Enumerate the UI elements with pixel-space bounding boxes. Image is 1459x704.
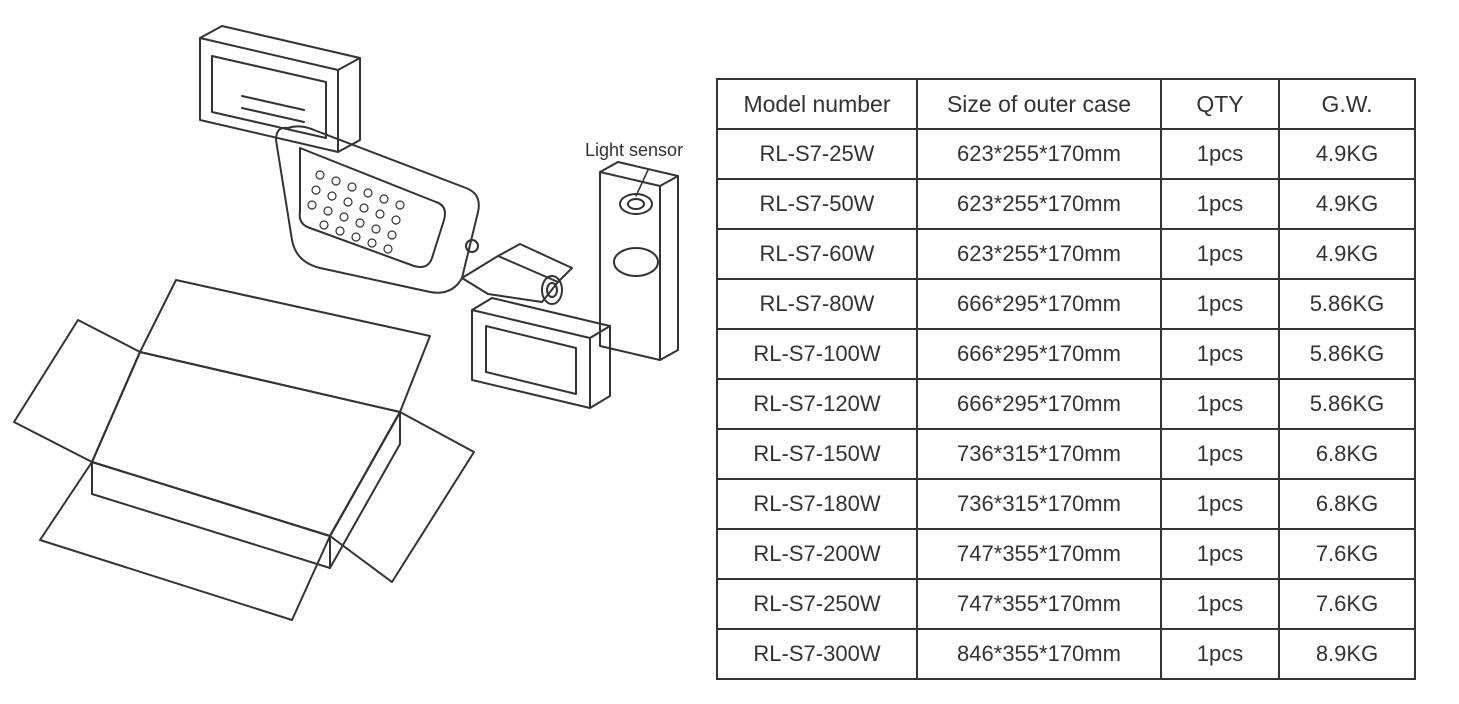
packaging-line-drawing — [0, 0, 715, 704]
cell-gw: 6.8KG — [1279, 429, 1415, 479]
col-header-model: Model number — [717, 79, 917, 129]
cell-qty: 1pcs — [1161, 529, 1279, 579]
table-row: RL-S7-100W 666*295*170mm 1pcs 5.86KG — [717, 329, 1415, 379]
cell-size: 747*355*170mm — [917, 529, 1161, 579]
cell-size: 666*295*170mm — [917, 329, 1161, 379]
cell-gw: 5.86KG — [1279, 279, 1415, 329]
cell-qty: 1pcs — [1161, 279, 1279, 329]
table-row: RL-S7-300W 846*355*170mm 1pcs 8.9KG — [717, 629, 1415, 679]
table-row: RL-S7-120W 666*295*170mm 1pcs 5.86KG — [717, 379, 1415, 429]
cell-size: 623*255*170mm — [917, 179, 1161, 229]
cell-gw: 5.86KG — [1279, 379, 1415, 429]
table-row: RL-S7-200W 747*355*170mm 1pcs 7.6KG — [717, 529, 1415, 579]
table-row: RL-S7-250W 747*355*170mm 1pcs 7.6KG — [717, 579, 1415, 629]
cell-model: RL-S7-25W — [717, 129, 917, 179]
cell-size: 623*255*170mm — [917, 229, 1161, 279]
cell-model: RL-S7-250W — [717, 579, 917, 629]
cell-qty: 1pcs — [1161, 629, 1279, 679]
cell-size: 736*315*170mm — [917, 429, 1161, 479]
spec-table-body: RL-S7-25W 623*255*170mm 1pcs 4.9KG RL-S7… — [717, 129, 1415, 679]
cell-gw: 4.9KG — [1279, 179, 1415, 229]
cell-model: RL-S7-300W — [717, 629, 917, 679]
led-fixture — [276, 126, 572, 304]
cell-size: 846*355*170mm — [917, 629, 1161, 679]
spec-table: Model number Size of outer case QTY G.W.… — [716, 78, 1416, 680]
cell-model: RL-S7-80W — [717, 279, 917, 329]
cell-gw: 4.9KG — [1279, 229, 1415, 279]
table-row: RL-S7-50W 623*255*170mm 1pcs 4.9KG — [717, 179, 1415, 229]
cell-qty: 1pcs — [1161, 329, 1279, 379]
cell-qty: 1pcs — [1161, 479, 1279, 529]
cell-gw: 7.6KG — [1279, 579, 1415, 629]
table-row: RL-S7-60W 623*255*170mm 1pcs 4.9KG — [717, 229, 1415, 279]
cell-model: RL-S7-180W — [717, 479, 917, 529]
cell-model: RL-S7-60W — [717, 229, 917, 279]
cell-gw: 6.8KG — [1279, 479, 1415, 529]
cell-qty: 1pcs — [1161, 429, 1279, 479]
open-box — [14, 280, 474, 620]
table-row: RL-S7-150W 736*315*170mm 1pcs 6.8KG — [717, 429, 1415, 479]
cell-size: 747*355*170mm — [917, 579, 1161, 629]
table-header-row: Model number Size of outer case QTY G.W. — [717, 79, 1415, 129]
packaging-diagram: Light sensor — [0, 0, 715, 704]
cell-size: 666*295*170mm — [917, 379, 1161, 429]
cell-size: 623*255*170mm — [917, 129, 1161, 179]
cell-gw: 8.9KG — [1279, 629, 1415, 679]
cell-qty: 1pcs — [1161, 129, 1279, 179]
cell-qty: 1pcs — [1161, 179, 1279, 229]
table-row: RL-S7-180W 736*315*170mm 1pcs 6.8KG — [717, 479, 1415, 529]
col-header-size: Size of outer case — [917, 79, 1161, 129]
table-row: RL-S7-80W 666*295*170mm 1pcs 5.86KG — [717, 279, 1415, 329]
table-row: RL-S7-25W 623*255*170mm 1pcs 4.9KG — [717, 129, 1415, 179]
cell-gw: 7.6KG — [1279, 529, 1415, 579]
cell-qty: 1pcs — [1161, 229, 1279, 279]
cell-gw: 5.86KG — [1279, 329, 1415, 379]
cell-size: 736*315*170mm — [917, 479, 1161, 529]
foam-block-top — [200, 26, 360, 152]
cell-model: RL-S7-50W — [717, 179, 917, 229]
cell-model: RL-S7-100W — [717, 329, 917, 379]
cell-model: RL-S7-200W — [717, 529, 917, 579]
col-header-gw: G.W. — [1279, 79, 1415, 129]
light-sensor-block — [600, 162, 678, 360]
cell-qty: 1pcs — [1161, 379, 1279, 429]
light-sensor-label: Light sensor — [585, 140, 683, 161]
cell-qty: 1pcs — [1161, 579, 1279, 629]
col-header-qty: QTY — [1161, 79, 1279, 129]
cell-size: 666*295*170mm — [917, 279, 1161, 329]
foam-block-bottom — [472, 298, 610, 408]
cell-model: RL-S7-120W — [717, 379, 917, 429]
page-container: Light sensor Model number Size of outer … — [0, 0, 1459, 704]
cell-model: RL-S7-150W — [717, 429, 917, 479]
spec-table-area: Model number Size of outer case QTY G.W.… — [716, 78, 1416, 680]
cell-gw: 4.9KG — [1279, 129, 1415, 179]
